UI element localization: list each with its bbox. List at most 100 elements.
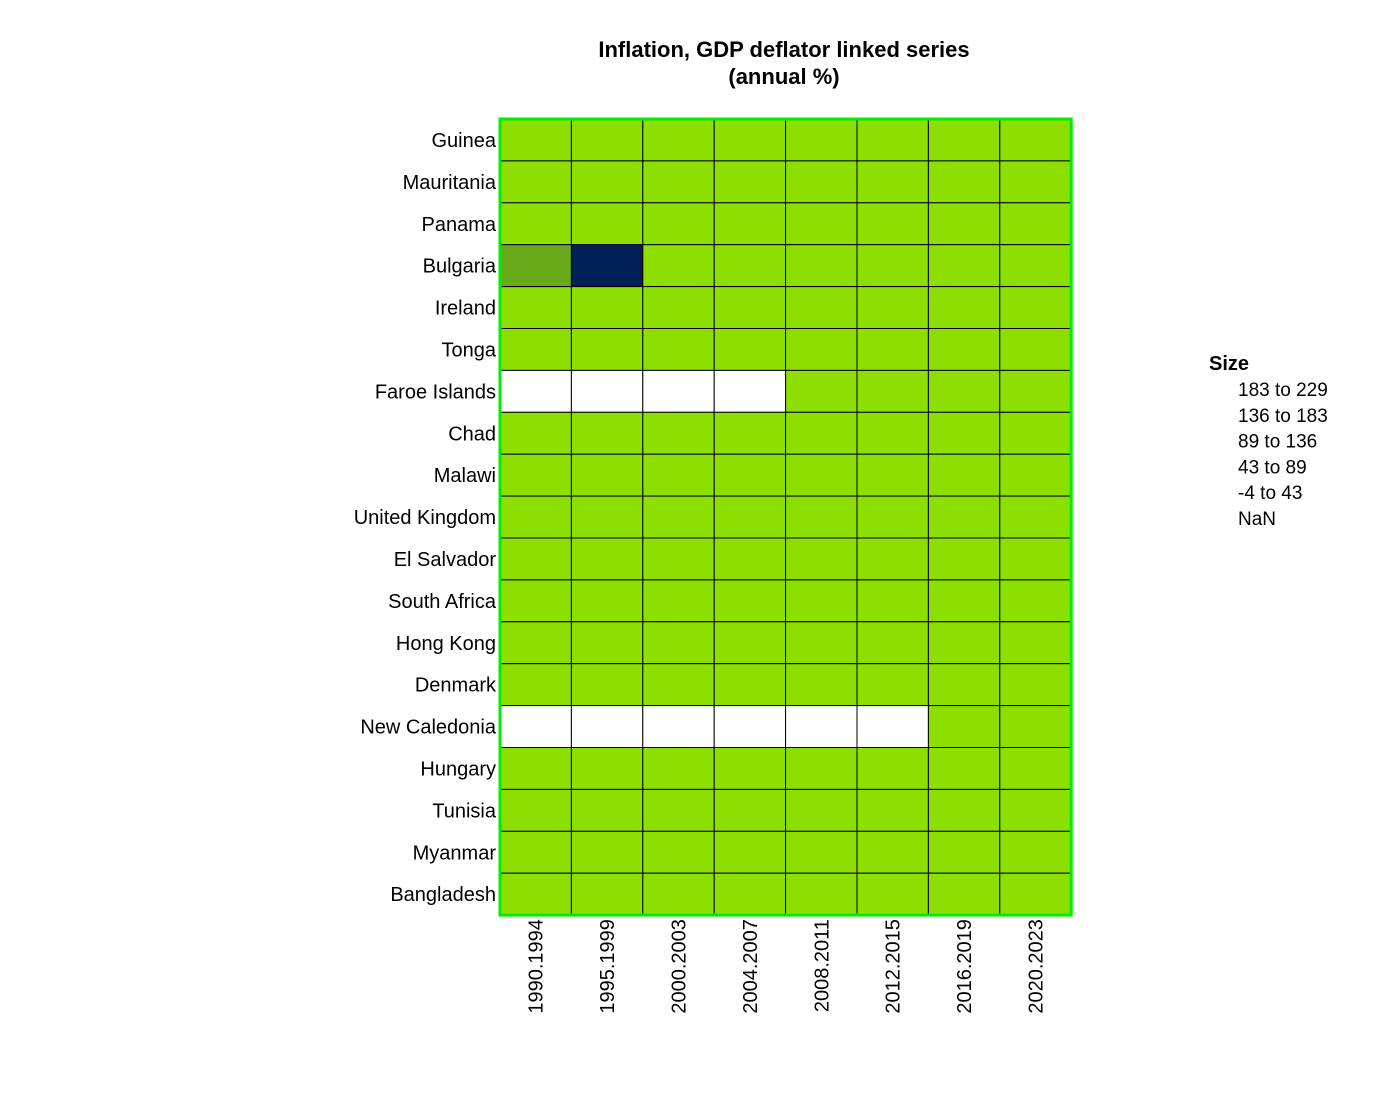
- heatmap-cell: [927, 411, 1001, 455]
- column-label: 2016.2019: [954, 919, 976, 1014]
- heatmap-cell: [713, 202, 787, 246]
- heatmap-cell: [856, 244, 929, 288]
- row-label: Panama: [422, 214, 497, 236]
- heatmap-cell: [785, 369, 858, 413]
- heatmap-cell: [856, 286, 929, 330]
- legend: Size 183 to 229 136 to 183 89 to 136 43 to …: [1209, 353, 1328, 530]
- heatmap-cell: [927, 453, 1001, 497]
- column-label: 2004.2007: [740, 919, 762, 1014]
- row-label: Bulgaria: [423, 256, 497, 278]
- legend-item: 43 to 89: [1238, 457, 1307, 478]
- heatmap-cell: [642, 830, 715, 874]
- heatmap-cell: [856, 537, 929, 581]
- heatmap-cell: [499, 118, 572, 162]
- heatmap-cell: [927, 328, 1001, 371]
- heatmap-cell: [856, 495, 929, 539]
- row-label: Myanmar: [413, 842, 497, 864]
- heatmap-cell: [499, 579, 572, 623]
- heatmap-cell: [927, 621, 1001, 665]
- heatmap-cell: [785, 495, 858, 539]
- heatmap-cell: [927, 495, 1001, 539]
- chart-title-line1: Inflation, GDP deflator linked series: [598, 37, 969, 62]
- heatmap-cell: [570, 872, 644, 916]
- heatmap-cell: [713, 244, 787, 288]
- column-label: 2008.2011: [811, 919, 833, 1012]
- heatmap-cell: [785, 202, 858, 246]
- heatmap-cell: [856, 621, 929, 665]
- heatmap-cell: [570, 160, 644, 204]
- heatmap-cell: [570, 747, 644, 790]
- heatmap-cell: [856, 328, 929, 371]
- heatmap-cell: [713, 369, 787, 413]
- row-label: Mauritania: [403, 172, 497, 194]
- heatmap-cell: [999, 579, 1072, 623]
- legend-item: -4 to 43: [1238, 483, 1302, 504]
- row-label: New Caledonia: [360, 717, 497, 739]
- heatmap-cell: [713, 537, 787, 581]
- row-label: Guinea: [432, 130, 497, 152]
- row-label: Malawi: [434, 465, 496, 487]
- heatmap-cell: [570, 118, 644, 162]
- heatmap-cell: [785, 286, 858, 330]
- heatmap-cell: [999, 830, 1072, 874]
- heatmap-cell: [642, 579, 715, 623]
- heatmap-cell: [713, 705, 787, 748]
- heatmap-cell: [856, 663, 929, 707]
- row-label: El Salvador: [394, 549, 497, 571]
- heatmap-cell: [642, 244, 715, 288]
- heatmap-cell: [927, 705, 1001, 748]
- heatmap-cell: [856, 747, 929, 790]
- heatmap-cell: [499, 453, 572, 497]
- heatmap-cell: [785, 118, 858, 162]
- heatmap-cell: [642, 453, 715, 497]
- heatmap-cell: [999, 453, 1072, 497]
- heatmap-cell: [570, 663, 644, 707]
- heatmap-cell: [927, 872, 1001, 916]
- heatmap-cell: [713, 118, 787, 162]
- heatmap-cell: [499, 788, 572, 832]
- heatmap-cell: [570, 579, 644, 623]
- heatmap-cell: [713, 411, 787, 455]
- row-label: Tonga: [442, 339, 497, 361]
- heatmap-cell: [999, 244, 1072, 288]
- heatmap-cell: [570, 830, 644, 874]
- heatmap-cell: [642, 286, 715, 330]
- column-label: 1995.1999: [597, 919, 619, 1014]
- heatmap-cell: [856, 411, 929, 455]
- column-label: 1990.1994: [526, 919, 548, 1014]
- row-label: Faroe Islands: [375, 381, 496, 403]
- heatmap-cell: [927, 579, 1001, 623]
- heatmap-cell: [785, 621, 858, 665]
- heatmap-cell: [570, 537, 644, 581]
- heatmap-cell: [999, 286, 1072, 330]
- heatmap-cell: [999, 537, 1072, 581]
- heatmap-cell: [713, 663, 787, 707]
- legend-item: 89 to 136: [1238, 432, 1317, 453]
- heatmap-cell: [999, 872, 1072, 916]
- row-label: Denmark: [415, 675, 497, 697]
- heatmap-cell: [999, 621, 1072, 665]
- heatmap-cell: [999, 788, 1072, 832]
- row-label: South Africa: [388, 591, 497, 613]
- heatmap-cell: [713, 872, 787, 916]
- heatmap-cell: [642, 747, 715, 790]
- heatmap-cell: [570, 453, 644, 497]
- heatmap-cell: [499, 663, 572, 707]
- heatmap-cell: [499, 537, 572, 581]
- heatmap-cell: [642, 411, 715, 455]
- heatmap-cell: [713, 495, 787, 539]
- heatmap-cell: [499, 411, 572, 455]
- heatmap-cell: [785, 160, 858, 204]
- heatmap-cell: [642, 202, 715, 246]
- heatmap-cell: [999, 747, 1072, 790]
- heatmap-cell: [642, 663, 715, 707]
- plot-frame: [498, 117, 1073, 917]
- heatmap-cell: [785, 244, 858, 288]
- heatmap-cell: [570, 411, 644, 455]
- column-label: 2012.2015: [883, 919, 905, 1014]
- heatmap-cell: [927, 747, 1001, 790]
- row-label: Ireland: [435, 298, 496, 320]
- heatmap-cell: [927, 663, 1001, 707]
- heatmap-cell: [570, 369, 644, 413]
